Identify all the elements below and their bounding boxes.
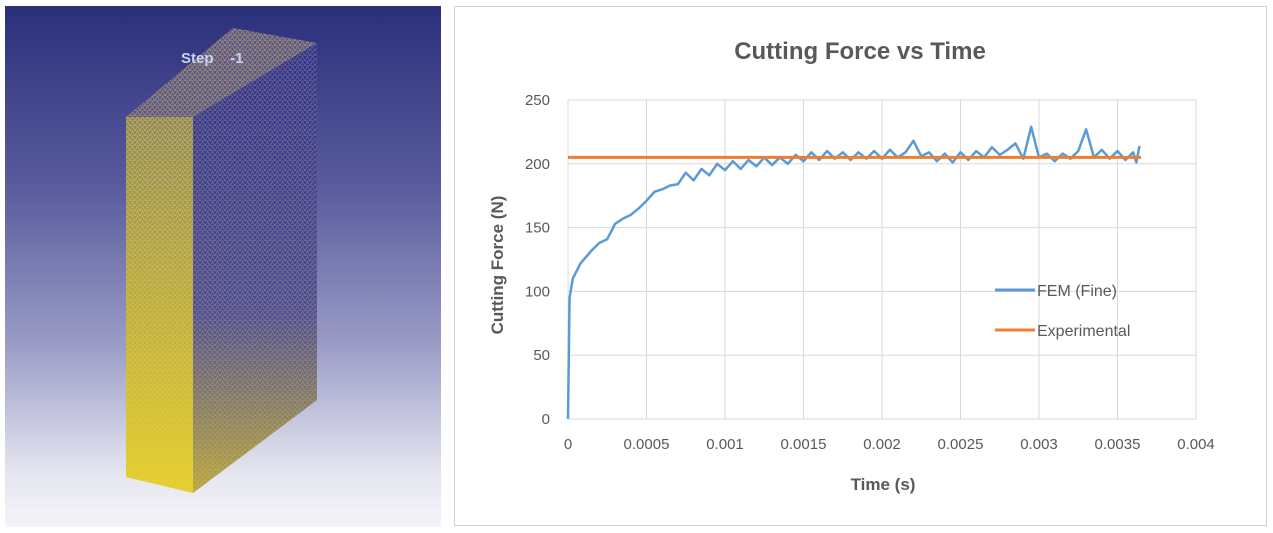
x-tick-label: 0.0035 xyxy=(1095,436,1141,453)
y-tick-label: 150 xyxy=(525,220,550,237)
x-tick-label: 0.0025 xyxy=(938,436,984,453)
chart-title: Cutting Force vs Time xyxy=(734,38,986,65)
y-tick-label: 0 xyxy=(542,411,550,428)
legend-label: FEM (Fine) xyxy=(1037,283,1117,300)
legend-label: Experimental xyxy=(1037,323,1130,340)
chart-panel: Cutting Force vs Time 0 0.0005 0.001 0.0015… xyxy=(454,6,1267,526)
step-label: Step -1 xyxy=(181,50,244,67)
y-tick-label: 200 xyxy=(525,156,550,173)
x-tick-label: 0.001 xyxy=(706,436,744,453)
x-axis-label: Time (s) xyxy=(851,475,916,494)
y-tick-label: 100 xyxy=(525,283,550,300)
y-axis-label: Cutting Force (N) xyxy=(488,196,507,335)
y-tick-label: 250 xyxy=(525,92,550,109)
series-line-0 xyxy=(566,125,1141,420)
mesh-block xyxy=(126,28,317,493)
x-tick-label: 0.003 xyxy=(1020,436,1058,453)
x-tick-label: 0.004 xyxy=(1177,436,1215,453)
x-tick-label: 0.0015 xyxy=(781,436,827,453)
chart: Cutting Force vs Time 0 0.0005 0.001 0.0015… xyxy=(488,38,1215,494)
x-tick-label: 0 xyxy=(564,436,572,453)
mesh-view: Step -1 xyxy=(5,6,441,527)
x-tick-label: 0.002 xyxy=(863,436,901,453)
y-tick-label: 50 xyxy=(533,347,550,364)
legend: FEM (Fine) Experimental xyxy=(995,283,1130,340)
x-tick-label: 0.0005 xyxy=(624,436,670,453)
